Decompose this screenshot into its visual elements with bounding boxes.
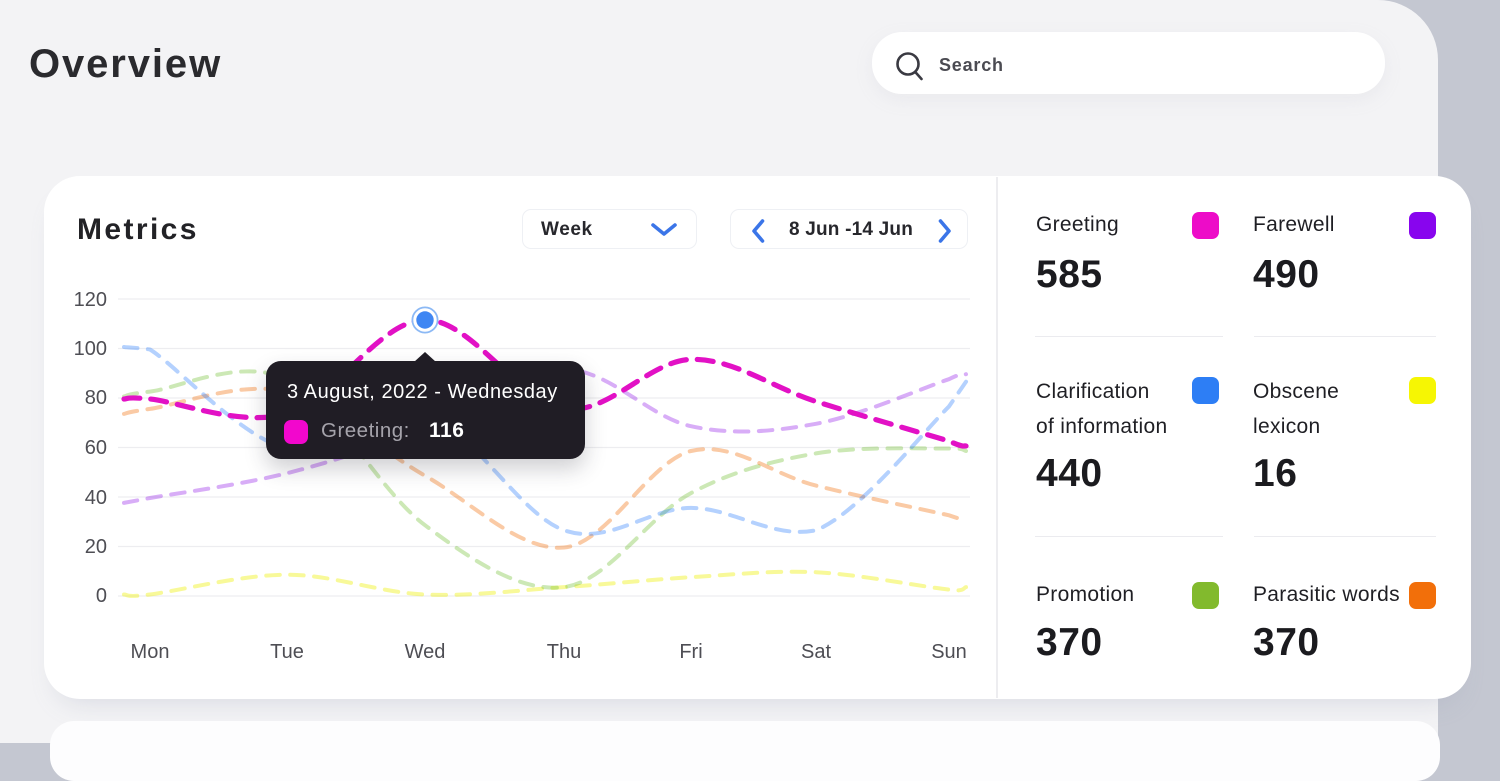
svg-text:60: 60 <box>85 437 107 459</box>
svg-text:Sat: Sat <box>801 641 831 663</box>
svg-text:Wed: Wed <box>405 641 446 663</box>
svg-text:Tue: Tue <box>270 641 304 663</box>
svg-text:Fri: Fri <box>679 641 702 663</box>
svg-text:0: 0 <box>96 585 107 607</box>
svg-text:Mon: Mon <box>131 641 170 663</box>
svg-text:80: 80 <box>85 387 107 409</box>
svg-text:20: 20 <box>85 536 107 558</box>
svg-text:120: 120 <box>74 289 107 311</box>
svg-text:Thu: Thu <box>547 641 581 663</box>
svg-text:40: 40 <box>85 487 107 509</box>
svg-text:Sun: Sun <box>931 641 967 663</box>
svg-text:100: 100 <box>74 338 107 360</box>
